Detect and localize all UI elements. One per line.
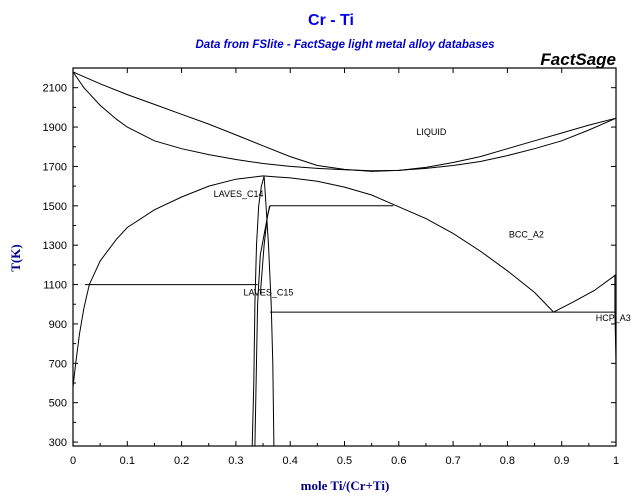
y-tick-label: 1500	[43, 201, 67, 213]
y-tick-label: 1700	[43, 161, 67, 173]
y-tick-label: 900	[49, 319, 67, 331]
phase-boundaries	[72, 71, 617, 447]
x-tick-label: 0.3	[228, 455, 243, 467]
phase-boundary-line	[72, 71, 617, 172]
y-tick-label: 1300	[43, 240, 67, 252]
x-axis-label: mole Ti/(Cr+Ti)	[301, 478, 390, 493]
axis-ticks: 0 0.1 0.2 0.3 0.4 0.5 0.6 0.7 0.8 0.9 130050070090…	[43, 68, 619, 467]
x-tick-label: 0.4	[283, 455, 298, 467]
chart-subtitle: Data from FSlite - FactSage light metal …	[195, 39, 494, 51]
x-tick-label: 0.1	[120, 455, 135, 467]
x-tick-label: 0.5	[337, 455, 352, 467]
factsage-brand: FactSage	[540, 50, 616, 69]
phase-label: LIQUID	[416, 127, 447, 137]
x-tick-label: 1	[613, 455, 619, 467]
x-tick-label: 0.8	[500, 455, 515, 467]
phase-boundary-line	[263, 176, 275, 447]
phase-boundary-line	[259, 205, 271, 295]
phase-boundary-line	[614, 274, 617, 364]
y-tick-label: 500	[49, 398, 67, 410]
x-tick-label: 0.7	[445, 455, 460, 467]
y-tick-label: 1900	[43, 122, 67, 134]
phase-label: HCP_A3	[596, 313, 631, 323]
phase-boundary-line	[72, 71, 617, 172]
x-tick-label: 0.9	[554, 455, 569, 467]
y-tick-label: 2100	[43, 83, 67, 95]
phase-label: LAVES_C15	[244, 287, 294, 297]
y-tick-label: 1100	[43, 280, 67, 292]
phase-boundary-line	[553, 274, 617, 313]
plot-frame	[72, 67, 617, 447]
x-tick-label: 0.6	[391, 455, 406, 467]
y-axis-label: T(K)	[8, 244, 23, 271]
x-tick-label: 0	[70, 455, 76, 467]
phase-label: LAVES_C14	[214, 189, 264, 199]
phase-boundary-line	[72, 175, 554, 387]
y-tick-label: 300	[49, 437, 67, 449]
phase-boundary-line	[251, 176, 265, 447]
chart-title: Cr - Ti	[308, 12, 354, 29]
phase-labels: LIQUID LAVES_C14 BCC_A2 LAVES_C15 HCP_A3	[214, 127, 631, 323]
y-tick-label: 700	[49, 358, 67, 370]
phase-label: BCC_A2	[509, 229, 544, 239]
x-tick-label: 0.2	[174, 455, 189, 467]
